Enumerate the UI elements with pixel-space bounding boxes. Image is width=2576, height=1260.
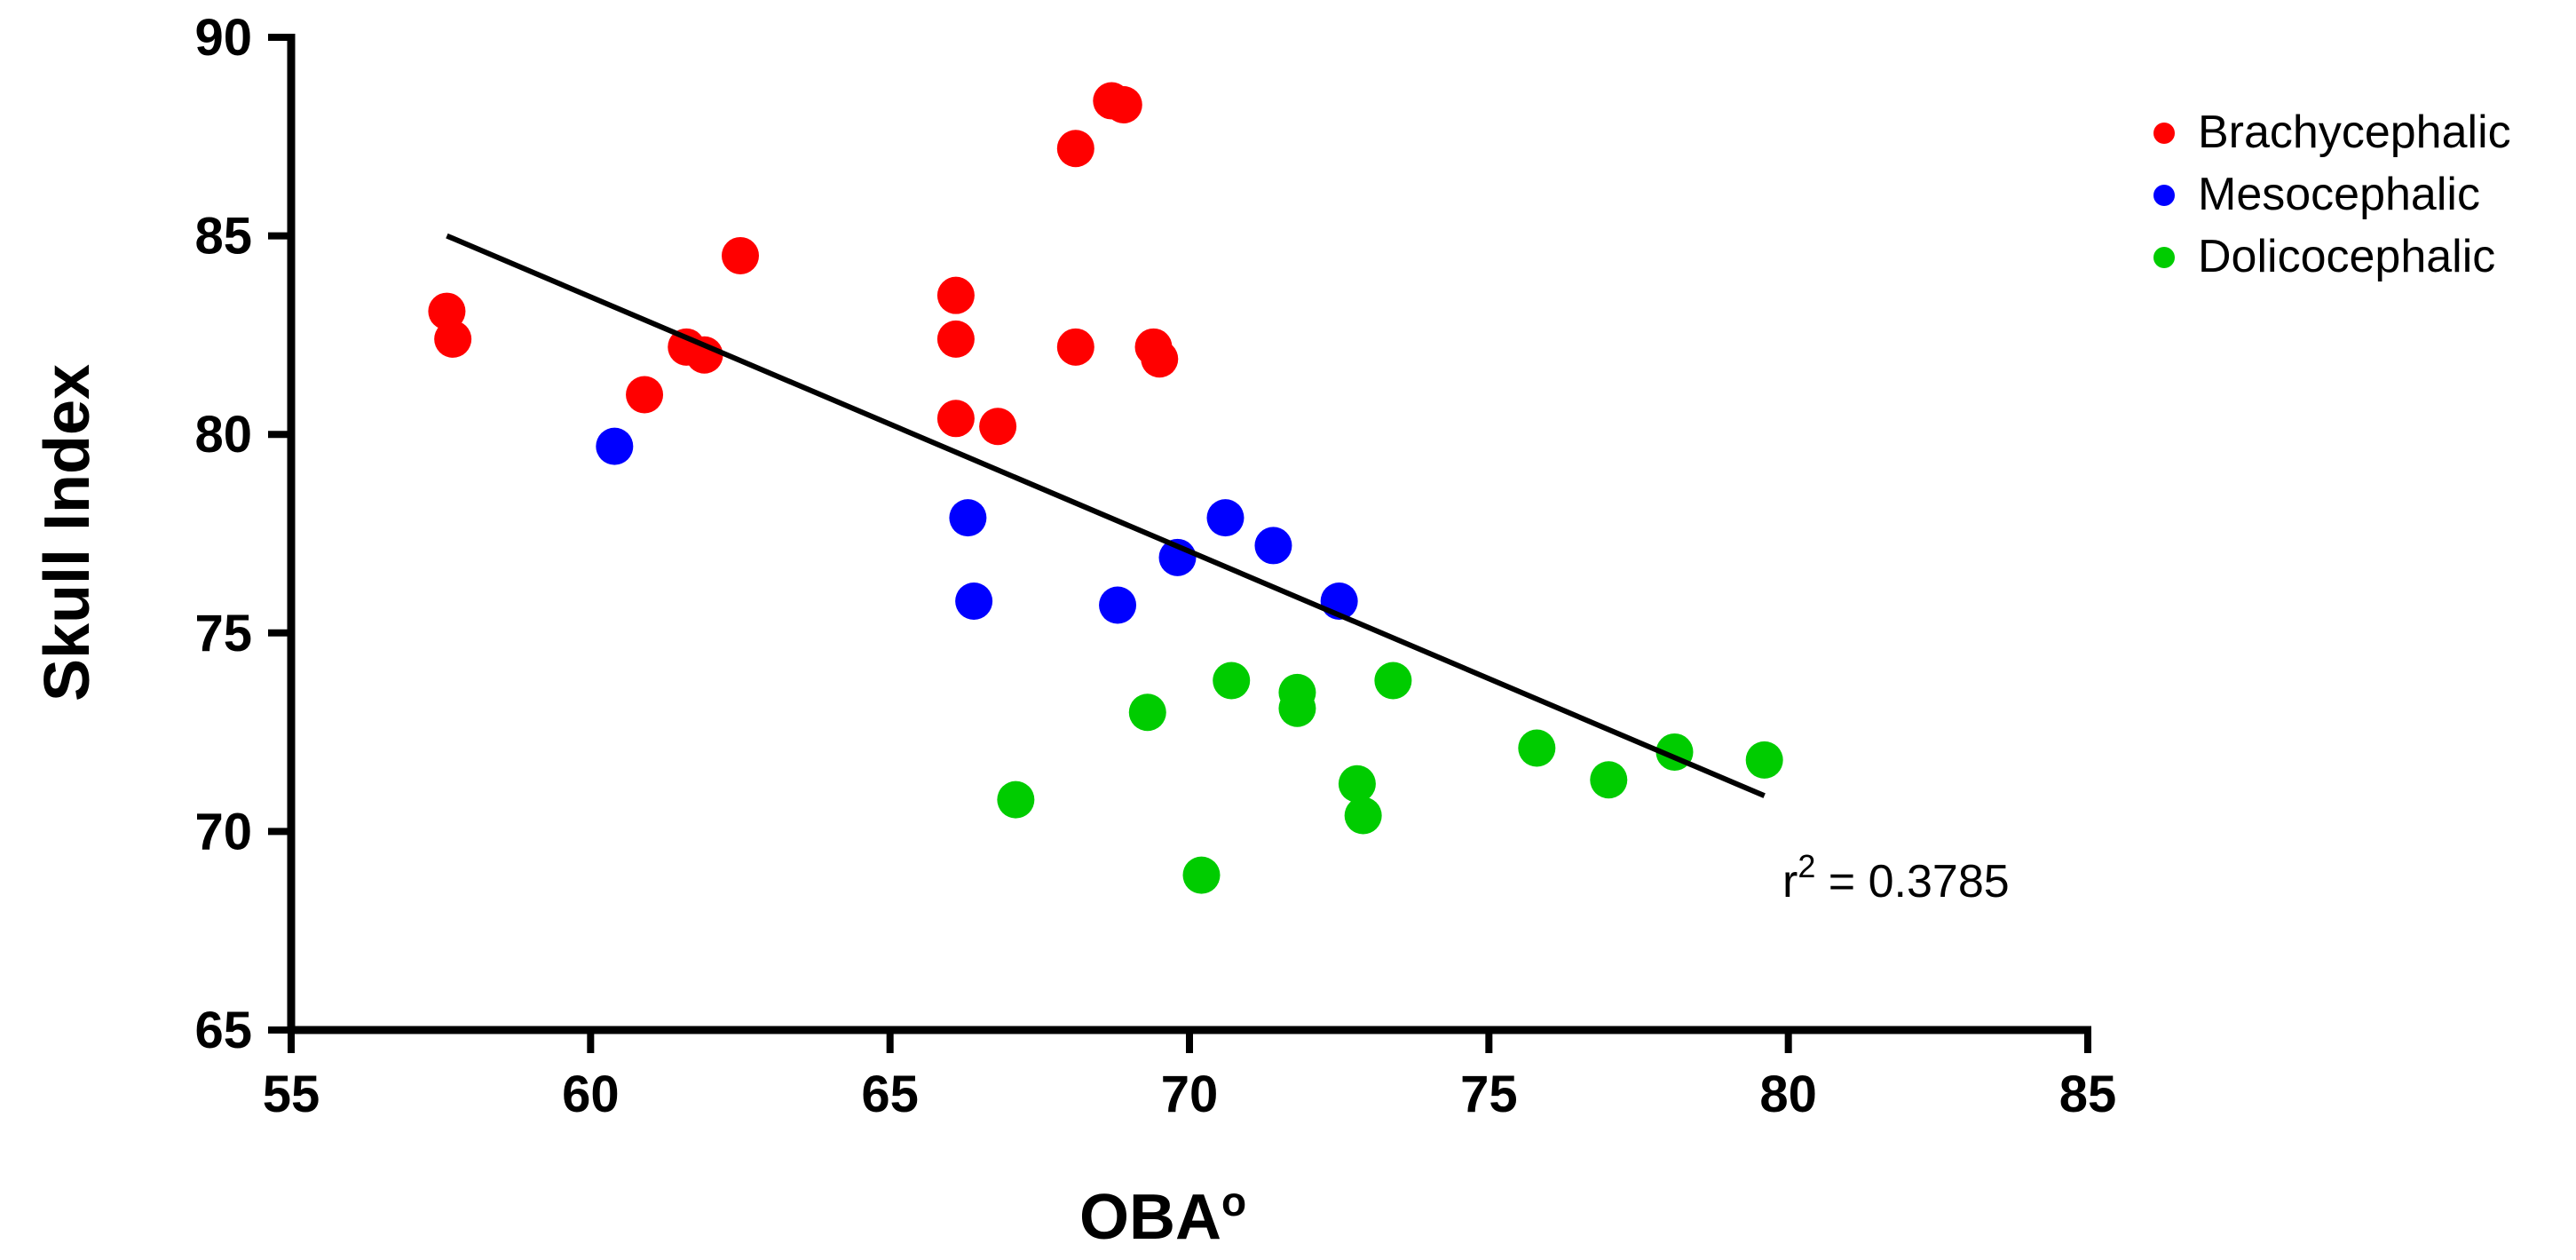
legend-marker-brachycephalic: [2153, 123, 2175, 144]
point-brachycephalic-15: [1141, 340, 1179, 378]
y-tick-label-80: 80: [194, 406, 252, 464]
point-dolicocephalic-8: [1374, 662, 1412, 700]
legend-marker-mesocephalic: [2153, 185, 2175, 206]
tick-labels: 65 70 75 80 85 90 55 60 65 70 75 80 85: [194, 9, 2116, 1123]
y-tick-label-70: 70: [194, 803, 252, 860]
x-tick-label-60: 60: [562, 1066, 620, 1123]
y-tick-label-90: 90: [194, 9, 252, 67]
regression-line: [446, 233, 1766, 798]
r-squared-base: r: [1782, 856, 1798, 907]
point-dolicocephalic-1: [1128, 693, 1166, 732]
x-axis-title-degree: o: [1221, 1178, 1246, 1224]
point-dolicocephalic-3: [1213, 662, 1251, 700]
point-mesocephalic-1: [949, 499, 987, 537]
point-dolicocephalic-12: [1745, 741, 1783, 779]
point-dolicocephalic-10: [1590, 761, 1628, 799]
point-mesocephalic-3: [1099, 586, 1137, 624]
axes: [268, 34, 2091, 1053]
x-axis-title-main: OBA: [1079, 1182, 1221, 1253]
x-tick-label-80: 80: [1759, 1066, 1817, 1123]
point-brachycephalic-10: [1056, 130, 1094, 168]
point-brachycephalic-8: [936, 400, 975, 438]
point-brachycephalic-7: [936, 320, 975, 358]
r-squared-superscript: 2: [1798, 848, 1815, 884]
point-dolicocephalic-6: [1338, 765, 1376, 803]
y-tick-label-85: 85: [194, 208, 252, 265]
point-dolicocephalic-0: [997, 781, 1035, 819]
legend-label-brachycephalic: Brachycephalic: [2198, 107, 2511, 158]
point-dolicocephalic-5: [1278, 689, 1316, 727]
y-tick-label-65: 65: [194, 1002, 252, 1059]
legend-marker-dolicocephalic: [2153, 247, 2175, 268]
x-tick-label-70: 70: [1161, 1066, 1219, 1123]
point-brachycephalic-2: [626, 376, 664, 414]
point-brachycephalic-1: [434, 320, 472, 358]
point-brachycephalic-6: [936, 276, 975, 314]
point-mesocephalic-2: [955, 582, 993, 621]
point-mesocephalic-5: [1206, 499, 1245, 537]
y-axis-title: Skull Index: [32, 364, 103, 701]
point-brachycephalic-9: [979, 408, 1017, 446]
point-dolicocephalic-9: [1518, 729, 1556, 767]
point-brachycephalic-11: [1056, 328, 1094, 366]
point-brachycephalic-13: [1104, 86, 1142, 124]
point-mesocephalic-0: [596, 427, 634, 465]
point-dolicocephalic-7: [1344, 796, 1382, 835]
x-tick-label-75: 75: [1460, 1066, 1518, 1123]
point-brachycephalic-0: [428, 292, 466, 330]
legend-label-dolicocephalic: Dolicocephalic: [2198, 231, 2495, 282]
legend: Brachycephalic Mesocephalic Dolicocephalic: [2153, 107, 2511, 282]
y-tick-label-75: 75: [194, 605, 252, 662]
x-axis-title: OBAo: [1079, 1178, 1246, 1253]
point-brachycephalic-4: [685, 336, 723, 374]
point-mesocephalic-6: [1254, 527, 1292, 565]
r-squared-annotation: r2 = 0.3785: [1782, 848, 2010, 907]
legend-label-mesocephalic: Mesocephalic: [2198, 169, 2480, 220]
x-tick-label-55: 55: [263, 1066, 320, 1123]
point-brachycephalic-5: [722, 236, 759, 274]
point-dolicocephalic-2: [1182, 856, 1221, 894]
r-squared-value: = 0.3785: [1815, 856, 2009, 907]
data-points: [428, 82, 1783, 894]
x-tick-label-85: 85: [2059, 1066, 2117, 1123]
x-tick-label-65: 65: [861, 1066, 919, 1123]
